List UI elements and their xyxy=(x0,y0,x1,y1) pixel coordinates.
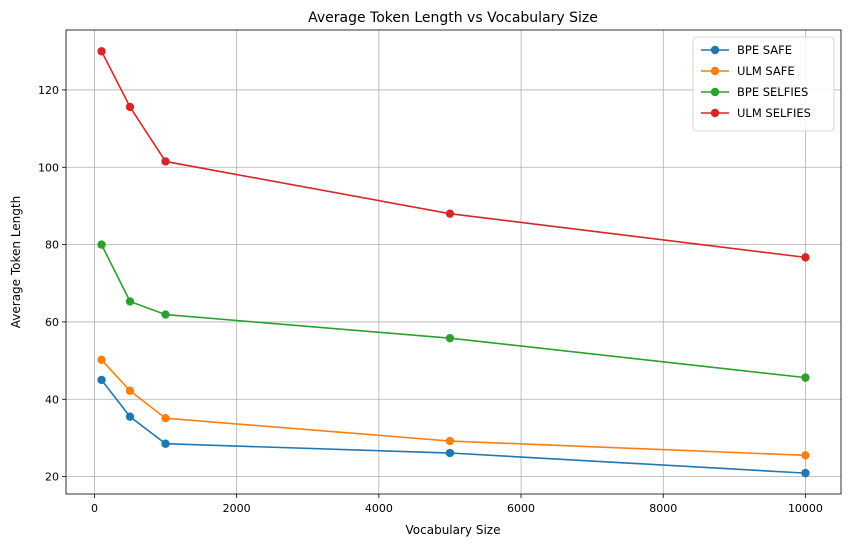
x-tick-label: 6000 xyxy=(507,502,535,515)
legend-label: BPE SELFIES xyxy=(737,85,808,99)
series-ulm-safe xyxy=(97,355,810,460)
data-point xyxy=(161,310,170,319)
legend-item: BPE SAFE xyxy=(701,43,792,57)
plot-frame xyxy=(65,29,842,495)
data-point xyxy=(445,333,455,343)
chart-title: Average Token Length vs Vocabulary Size xyxy=(308,10,598,26)
data-point xyxy=(97,375,106,385)
data-point xyxy=(97,47,106,56)
data-point xyxy=(161,157,170,166)
legend-marker xyxy=(710,66,720,76)
legend-item: BPE SELFIES xyxy=(701,85,808,99)
x-tick-label: 4000 xyxy=(365,502,393,515)
legend-frame xyxy=(692,36,835,132)
legend-label: ULM SAFE xyxy=(737,64,795,78)
y-tick-label: 20 xyxy=(45,471,59,484)
series-line xyxy=(100,244,806,379)
series-bpe-safe xyxy=(97,375,810,478)
series-line xyxy=(100,379,806,474)
data-point xyxy=(161,439,170,448)
data-point xyxy=(801,373,810,382)
x-tick-label: 8000 xyxy=(649,502,677,515)
data-point xyxy=(97,240,106,249)
data-point xyxy=(445,209,455,218)
y-tick-label: 120 xyxy=(38,84,59,97)
x-tick-label: 2000 xyxy=(223,502,251,515)
x-tick-label: 0 xyxy=(91,502,98,515)
data-point xyxy=(125,412,135,421)
legend-marker xyxy=(710,87,720,97)
data-point xyxy=(445,436,455,446)
legend-marker xyxy=(710,108,720,118)
y-tick-label: 40 xyxy=(45,393,59,406)
series-bpe-selfies xyxy=(97,240,810,382)
series-layer xyxy=(97,47,810,478)
legend-label: BPE SAFE xyxy=(737,43,792,57)
y-axis: 20 40 60 80 100 120 xyxy=(38,84,66,484)
legend-item: ULM SAFE xyxy=(701,64,795,78)
data-point xyxy=(125,297,135,306)
series-ulm-selfies xyxy=(97,47,810,262)
data-point xyxy=(445,448,455,458)
legend-marker xyxy=(710,45,720,55)
data-point xyxy=(125,102,135,112)
x-axis: 0 2000 4000 6000 8000 10000 xyxy=(91,494,823,515)
data-point xyxy=(801,468,810,478)
data-point xyxy=(125,386,135,395)
data-point xyxy=(97,355,106,365)
y-tick-label: 100 xyxy=(38,161,59,174)
y-tick-label: 80 xyxy=(45,239,59,252)
legend: BPE SAFE ULM SAFE BPE SELFIES ULM SELFIES xyxy=(692,36,835,132)
data-point xyxy=(801,451,810,460)
x-axis-label: Vocabulary Size xyxy=(406,523,501,537)
legend-item: ULM SELFIES xyxy=(701,106,811,120)
legend-label: ULM SELFIES xyxy=(737,106,811,120)
x-tick-label: 10000 xyxy=(788,502,823,515)
y-axis-label: Average Token Length xyxy=(9,196,23,328)
y-tick-label: 60 xyxy=(45,316,59,329)
data-point xyxy=(801,253,810,262)
data-point xyxy=(161,414,170,423)
